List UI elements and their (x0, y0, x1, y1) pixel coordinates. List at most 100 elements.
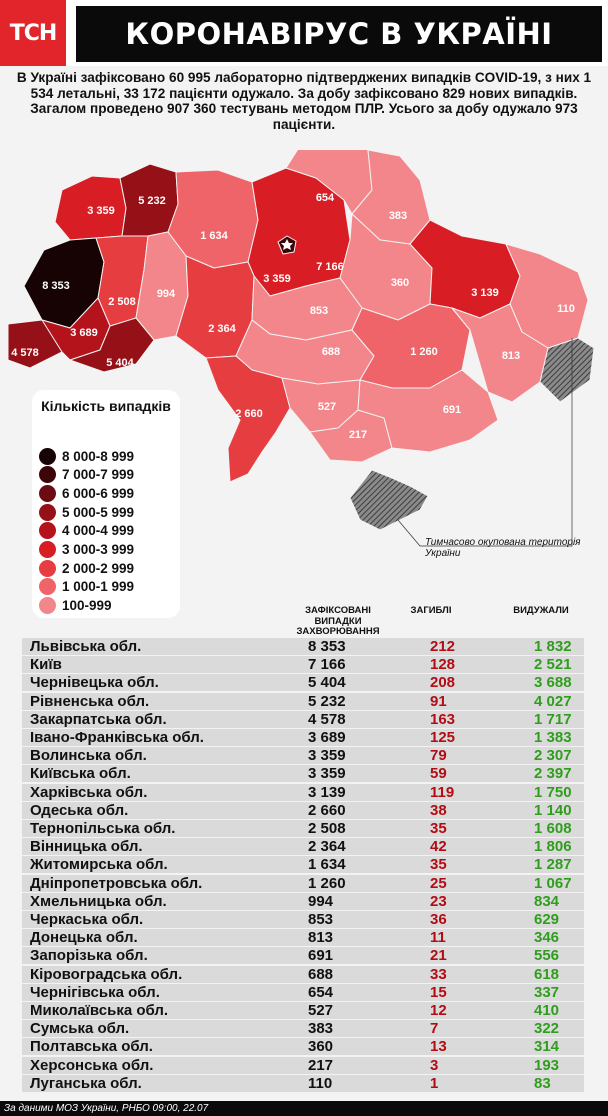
region-odesa (205, 355, 291, 483)
cases-cell: 654 (308, 983, 334, 1001)
map-value-label: 853 (310, 305, 328, 317)
table-row: Одеська обл. 2 660 38 1 140 (22, 801, 584, 819)
recovered-cell: 1 717 (534, 710, 572, 728)
deaths-cell: 42 (430, 838, 447, 856)
region-name: Луганська обл. (30, 1074, 142, 1092)
recovered-cell: 4 027 (534, 692, 572, 710)
page-title: КОРОНАВІРУС В УКРАЇНІ (76, 6, 602, 62)
cases-cell: 3 359 (308, 747, 346, 765)
deaths-cell: 23 (430, 892, 447, 910)
header-deaths: Загиблі (410, 605, 452, 616)
recovered-cell: 346 (534, 929, 560, 947)
map-value-label: 527 (318, 401, 336, 413)
table-row: Полтавська обл. 360 13 314 (22, 1038, 584, 1056)
cases-cell: 2 660 (308, 801, 346, 819)
legend-item: 100-999 (39, 597, 112, 615)
recovered-cell: 193 (534, 1056, 560, 1074)
table-row: Миколаївська обл. 527 12 410 (22, 1002, 584, 1019)
cases-cell: 5 404 (308, 674, 346, 692)
region-name: Рівненська обл. (30, 692, 150, 710)
deaths-cell: 36 (430, 911, 447, 928)
cases-cell: 691 (308, 947, 334, 965)
recovered-cell: 337 (534, 983, 560, 1001)
map-value-label: 360 (391, 277, 409, 289)
legend: Кількість випадків 8 000-8 999 7 000-7 99… (32, 390, 180, 618)
recovered-cell: 1 383 (534, 729, 572, 746)
region-name: Чернігівська обл. (30, 983, 160, 1001)
region-name: Херсонська обл. (30, 1056, 154, 1074)
header: ТСН КОРОНАВІРУС В УКРАЇНІ (0, 0, 608, 66)
legend-swatch (39, 597, 56, 615)
legend-label: 2 000-2 999 (62, 560, 135, 576)
deaths-cell: 163 (430, 710, 456, 728)
occupied-territory-label: Тимчасово окупована територія України (425, 537, 581, 559)
legend-swatch (39, 466, 56, 484)
deaths-cell: 25 (430, 874, 447, 892)
legend-label: 100-999 (62, 598, 112, 614)
table-row: Черкаська обл. 853 36 629 (22, 911, 584, 928)
legend-swatch (39, 541, 56, 558)
table-row: Донецька обл. 813 11 346 (22, 929, 584, 947)
map-value-label: 2 508 (108, 296, 136, 308)
region-name: Кіровоградська обл. (30, 965, 183, 983)
map-value-label: 217 (349, 429, 367, 441)
deaths-cell: 79 (430, 747, 447, 765)
deaths-cell: 119 (430, 783, 455, 801)
region-name: Тернопільська обл. (30, 820, 176, 837)
recovered-cell: 556 (534, 947, 560, 965)
table-row: Хмельницька обл. 994 23 834 (22, 892, 584, 910)
legend-swatch (39, 559, 56, 577)
recovered-cell: 322 (534, 1020, 560, 1038)
region-name: Львівська обл. (30, 638, 142, 655)
cases-cell: 813 (308, 929, 334, 947)
legend-swatch (39, 447, 56, 465)
map-value-label: 3 359 (87, 205, 115, 217)
region-name: Вінницька обл. (30, 838, 143, 856)
table-row: Чернігівська обл. 654 15 337 (22, 983, 584, 1001)
legend-item: 1 000-1 999 (39, 578, 134, 596)
header-recovered: Видужали (513, 605, 569, 616)
legend-item: 5 000-5 999 (39, 503, 134, 521)
legend-label: 3 000-3 999 (62, 542, 135, 557)
map-value-label: 7 166 (316, 261, 344, 273)
map-value-label: 383 (389, 210, 407, 222)
table-row: Київська обл. 3 359 59 2 397 (22, 765, 584, 783)
deaths-cell: 3 (430, 1056, 439, 1074)
recovered-cell: 2 307 (534, 747, 572, 765)
table-row: Херсонська обл. 217 3 193 (22, 1056, 584, 1074)
cases-cell: 994 (308, 892, 334, 910)
region-name: Київська обл. (30, 765, 131, 783)
recovered-cell: 1 067 (534, 874, 572, 892)
table-row: Вінницька обл. 2 364 42 1 806 (22, 838, 584, 856)
recovered-cell: 314 (534, 1038, 560, 1056)
table-row: Кіровоградська обл. 688 33 618 (22, 965, 584, 983)
cases-cell: 1 260 (308, 874, 346, 892)
region-name: Чернівецька обл. (30, 674, 159, 692)
map-value-label: 5 404 (106, 357, 134, 369)
summary-text: В Україні зафіксовано 60 995 лабораторно… (16, 70, 592, 132)
region-zaporizhzhia (357, 369, 499, 453)
legend-item: 7 000-7 999 (39, 466, 134, 484)
recovered-cell: 834 (534, 892, 560, 910)
map-value-label: 110 (557, 303, 575, 315)
region-name: Полтавська обл. (30, 1038, 153, 1056)
deaths-cell: 125 (430, 729, 456, 746)
map-value-label: 691 (443, 404, 461, 416)
occupied-donbas (539, 337, 595, 403)
legend-label: 1 000-1 999 (62, 579, 135, 595)
header-cases: Зафіксовані випадки захворювання (296, 605, 380, 637)
table-row: Закарпатська обл. 4 578 163 1 717 (22, 710, 584, 728)
deaths-cell: 11 (430, 929, 446, 947)
recovered-cell: 1 750 (534, 783, 572, 801)
legend-item: 6 000-6 999 (39, 484, 134, 502)
region-name: Житомирська обл. (30, 856, 168, 874)
legend-item: 8 000-8 999 (39, 447, 134, 465)
cases-cell: 527 (308, 1002, 334, 1019)
cases-cell: 217 (308, 1056, 334, 1074)
recovered-cell: 618 (534, 965, 560, 983)
recovered-cell: 1 140 (534, 801, 572, 819)
deaths-cell: 59 (430, 765, 447, 783)
table-row: Дніпропетровська обл. 1 260 25 1 067 (22, 874, 584, 892)
cases-cell: 3 689 (308, 729, 346, 746)
region-name: Дніпропетровська обл. (30, 874, 203, 892)
